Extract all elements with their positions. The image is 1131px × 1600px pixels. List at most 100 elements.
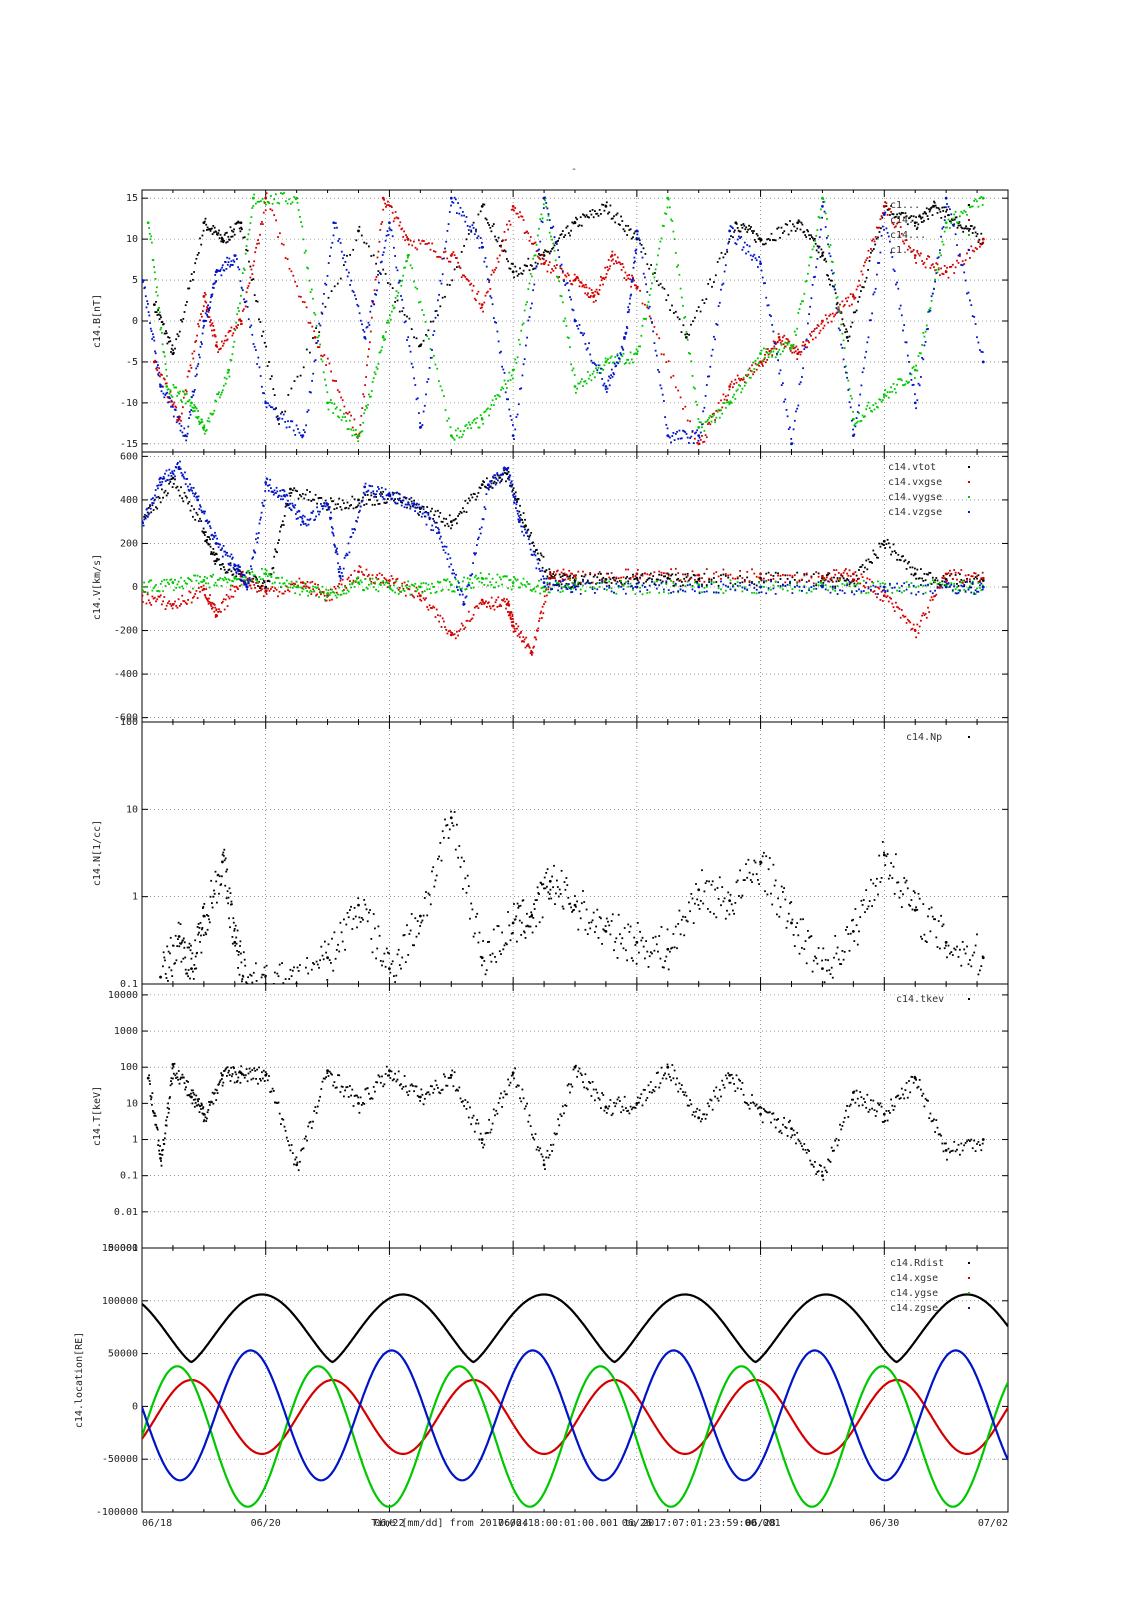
data-point bbox=[916, 623, 919, 626]
data-point bbox=[526, 230, 528, 233]
data-point bbox=[268, 580, 271, 583]
data-point bbox=[526, 581, 528, 583]
data-point bbox=[306, 581, 309, 583]
data-point bbox=[409, 505, 412, 508]
data-point bbox=[259, 578, 262, 581]
data-point bbox=[418, 594, 422, 598]
data-point bbox=[280, 525, 282, 528]
data-point bbox=[519, 211, 521, 214]
data-point bbox=[145, 306, 148, 309]
data-point bbox=[475, 498, 477, 501]
data-point bbox=[629, 351, 632, 354]
data-point bbox=[319, 343, 321, 346]
data-point bbox=[764, 282, 766, 284]
data-point bbox=[358, 565, 361, 567]
data-point bbox=[352, 248, 355, 251]
data-point bbox=[659, 240, 662, 243]
data-point bbox=[640, 251, 643, 253]
data-point bbox=[597, 293, 600, 296]
data-point bbox=[782, 350, 784, 353]
data-point bbox=[515, 270, 518, 273]
data-point bbox=[147, 599, 150, 602]
data-point bbox=[444, 295, 446, 298]
data-point bbox=[227, 578, 230, 581]
data-point bbox=[596, 291, 599, 294]
data-point bbox=[390, 206, 393, 208]
data-point bbox=[489, 226, 492, 229]
data-point bbox=[495, 581, 498, 584]
data-point bbox=[642, 317, 645, 320]
data-point bbox=[628, 274, 631, 276]
data-point bbox=[507, 379, 509, 382]
data-point bbox=[629, 228, 632, 231]
data-point bbox=[162, 377, 165, 380]
data-point bbox=[252, 278, 255, 280]
data-point bbox=[754, 360, 757, 362]
data-point bbox=[927, 328, 929, 330]
data-point bbox=[703, 430, 706, 432]
data-point bbox=[363, 504, 366, 506]
data-point bbox=[384, 581, 387, 584]
data-point bbox=[972, 227, 975, 230]
data-point bbox=[384, 202, 386, 205]
data-point bbox=[482, 203, 484, 206]
data-point bbox=[674, 386, 677, 389]
data-point bbox=[947, 205, 950, 208]
data-point bbox=[301, 301, 304, 303]
data-point bbox=[680, 331, 683, 333]
data-point bbox=[720, 288, 722, 291]
data-point bbox=[953, 272, 956, 274]
data-point bbox=[254, 575, 257, 578]
data-point bbox=[196, 254, 199, 256]
data-point bbox=[426, 606, 429, 608]
data-point bbox=[408, 317, 411, 320]
data-point bbox=[391, 287, 394, 289]
data-point bbox=[195, 511, 198, 514]
data-point bbox=[708, 375, 710, 378]
data-point bbox=[226, 581, 229, 584]
data-point bbox=[849, 581, 852, 584]
data-point bbox=[864, 415, 866, 418]
data-point bbox=[249, 573, 251, 575]
data-point bbox=[915, 216, 917, 219]
data-point bbox=[165, 368, 168, 371]
data-point bbox=[460, 214, 463, 217]
legend-entry: c14... bbox=[890, 215, 926, 226]
data-point bbox=[908, 361, 910, 363]
data-point bbox=[799, 303, 802, 305]
data-point bbox=[387, 498, 389, 500]
data-point bbox=[303, 301, 306, 304]
data-point bbox=[209, 594, 211, 596]
data-point bbox=[178, 330, 181, 333]
data-point bbox=[508, 371, 511, 374]
data-point bbox=[686, 436, 689, 439]
data-point bbox=[616, 212, 619, 215]
data-point bbox=[563, 280, 565, 282]
data-point bbox=[623, 338, 626, 340]
data-point bbox=[299, 494, 301, 496]
data-point bbox=[372, 254, 375, 257]
data-point bbox=[380, 260, 383, 263]
data-point bbox=[775, 348, 778, 350]
data-point bbox=[174, 478, 176, 481]
data-point bbox=[736, 238, 739, 241]
data-point bbox=[550, 227, 552, 229]
data-point bbox=[521, 323, 524, 326]
data-point bbox=[971, 205, 974, 208]
data-point bbox=[759, 352, 762, 356]
data-point bbox=[241, 310, 244, 312]
data-point bbox=[412, 595, 414, 597]
data-point bbox=[815, 584, 818, 587]
data-point bbox=[636, 350, 639, 353]
data-point bbox=[223, 269, 226, 272]
data-point bbox=[526, 645, 528, 647]
data-point bbox=[648, 577, 651, 580]
data-point bbox=[204, 540, 207, 542]
data-point bbox=[152, 303, 156, 307]
data-point bbox=[960, 263, 963, 266]
data-point bbox=[654, 268, 657, 271]
data-point bbox=[980, 577, 983, 580]
data-point bbox=[585, 214, 588, 217]
data-point bbox=[278, 423, 280, 425]
data-point bbox=[271, 586, 274, 588]
